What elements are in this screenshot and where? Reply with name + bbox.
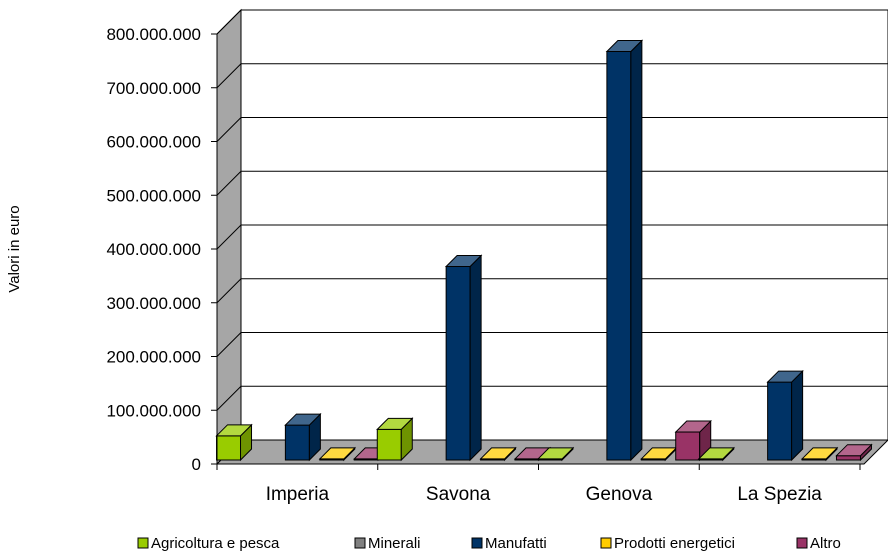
legend-item: Manufatti — [471, 535, 547, 552]
bar-top — [376, 417, 414, 430]
bar-top — [536, 447, 575, 460]
legend: Agricoltura e pesca Minerali Manufatti Prod… — [137, 535, 841, 552]
legend-swatch — [137, 537, 149, 549]
bar — [284, 412, 322, 462]
gridline-side — [216, 224, 242, 250]
legend-swatch — [471, 537, 483, 549]
gridlines — [216, 9, 888, 411]
y-tick-label: 800.000.000 — [106, 25, 201, 44]
bar-front — [284, 424, 310, 461]
bar-front — [376, 428, 402, 461]
x-tick-label: Imperia — [266, 484, 330, 505]
legend-swatch — [354, 537, 366, 549]
y-tick-label: 0 — [192, 455, 201, 474]
legend-item: Prodotti energetici — [600, 535, 735, 552]
y-tick-label: 200.000.000 — [106, 348, 201, 367]
bar-top — [605, 40, 644, 52]
legend-swatch — [796, 537, 808, 549]
bar-front — [445, 266, 471, 461]
bar — [835, 443, 873, 462]
bar-top — [215, 424, 253, 437]
gridline-side — [216, 385, 242, 411]
bar-side — [469, 254, 482, 462]
y-tick-label: 400.000.000 — [106, 240, 201, 259]
legend-label: Agricoltura e pesca — [151, 535, 280, 552]
bar-top — [318, 447, 357, 460]
legend-item: Agricoltura e pesca — [137, 535, 280, 552]
bar-front — [675, 431, 701, 461]
bar-top — [697, 447, 735, 460]
y-tick-label: 700.000.000 — [106, 79, 201, 98]
bar — [800, 446, 839, 462]
bar — [605, 39, 644, 462]
legend-label: Minerali — [368, 535, 421, 552]
legend-label: Prodotti energetici — [614, 535, 735, 552]
bar-front — [835, 455, 861, 461]
bar-top — [479, 447, 517, 460]
gridline-side — [216, 117, 242, 142]
gridline-side — [216, 332, 242, 357]
legend-label: Altro — [810, 535, 841, 552]
legend-swatch — [600, 537, 612, 549]
gridline-side — [216, 9, 242, 35]
bar-top — [284, 413, 322, 426]
bar — [536, 446, 575, 462]
x-tick-label: Savona — [426, 484, 491, 505]
x-tick-label: Genova — [586, 484, 653, 505]
bar-side — [630, 39, 643, 462]
x-tick-label: La Spezia — [737, 484, 822, 505]
legend-item: Minerali — [354, 535, 421, 552]
bar — [697, 446, 735, 462]
bar — [215, 423, 253, 462]
axes: 0 100.000.000 200.000.000 300.000.000 400.00… — [106, 25, 864, 505]
bar-front — [606, 51, 632, 461]
bar-top — [835, 444, 873, 457]
y-axis-title: Valori in euro — [6, 205, 23, 292]
legend-item: Altro — [796, 535, 841, 552]
y-tick-label: 500.000.000 — [106, 186, 201, 205]
bar-top — [444, 255, 483, 267]
bar-side — [791, 369, 804, 462]
gridline-side — [216, 63, 242, 89]
legend-label: Manufatti — [485, 535, 547, 552]
gridline-side — [216, 170, 242, 196]
bars — [215, 39, 873, 462]
bar-top — [800, 447, 839, 460]
bar-front — [216, 435, 242, 461]
bar — [444, 254, 483, 462]
y-tick-label: 600.000.000 — [106, 133, 201, 152]
bar-top — [766, 370, 804, 383]
bar — [766, 369, 804, 462]
bar-front — [767, 381, 793, 461]
y-tick-label: 100.000.000 — [106, 401, 201, 420]
bar — [318, 446, 357, 462]
bar — [376, 417, 414, 462]
bar — [479, 446, 517, 462]
y-tick-label: 300.000.000 — [106, 294, 201, 313]
gridline-side — [216, 278, 242, 304]
bar-top — [674, 420, 712, 433]
